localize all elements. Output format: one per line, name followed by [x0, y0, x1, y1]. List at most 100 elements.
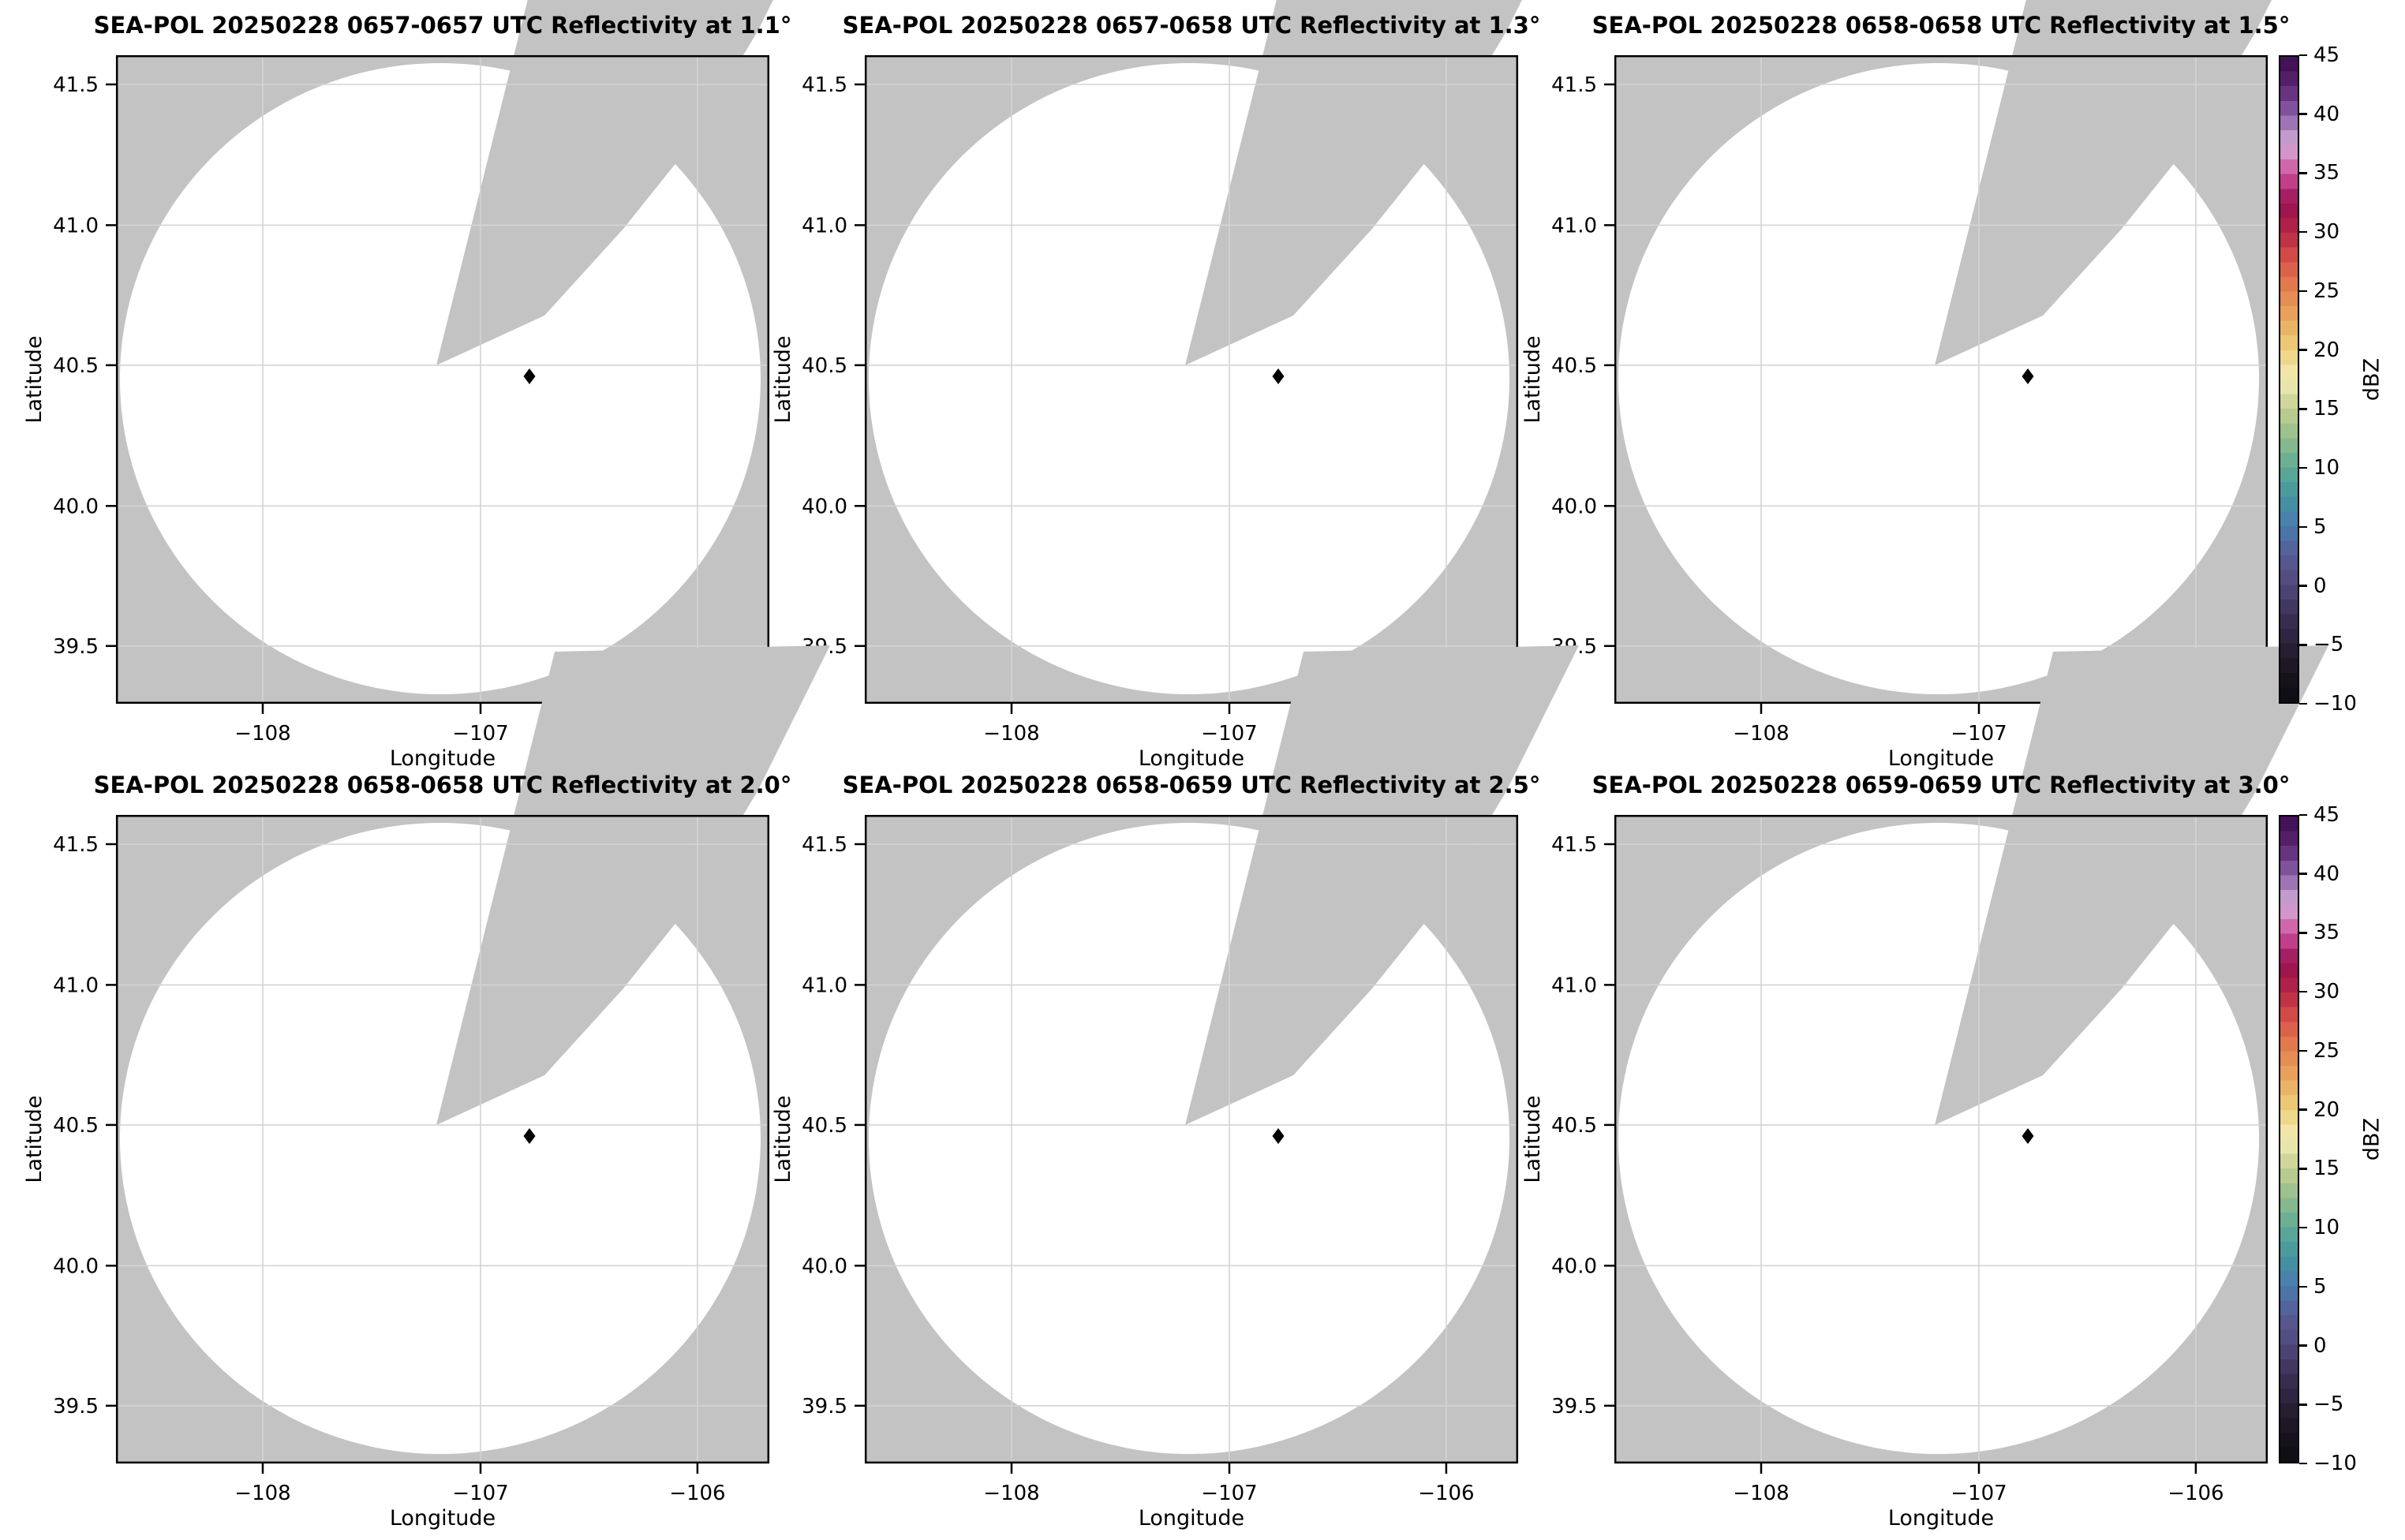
radar-panel-1: SEA-POL 20250228 0657-0657 UTC Reflectiv… — [22, 0, 791, 771]
colorbar-tick-label: 20 — [2313, 338, 2340, 362]
y-tick-label: 41.5 — [1551, 73, 1597, 97]
x-tick-label: −107 — [1951, 722, 2007, 746]
x-tick-label: −106 — [1418, 1482, 1474, 1505]
x-tick-label: −106 — [669, 1482, 725, 1505]
radar-location-marker — [523, 1128, 536, 1144]
colorbar-tick — [2299, 873, 2307, 875]
missing-sector-wedge — [436, 0, 773, 365]
colorbar-tick — [2299, 1226, 2307, 1229]
x-axis-label: Longitude — [1888, 746, 1994, 771]
radar-panel-6: SEA-POL 20250228 0659-0659 UTC Reflectiv… — [1520, 645, 2328, 1531]
y-tick-label: 40.0 — [53, 1254, 99, 1278]
colorbar-tick-label: 45 — [2313, 803, 2340, 827]
colorbar-unit-label: dBZ — [2359, 357, 2384, 402]
plot-frame — [1614, 814, 2268, 1464]
x-tick-label: −107 — [452, 1482, 508, 1505]
colorbar-unit-label: dBZ — [2359, 1117, 2384, 1161]
colorbar-tick-label: −10 — [2313, 692, 2357, 716]
colorbar-tick — [2299, 813, 2307, 817]
radar-location-marker — [523, 368, 536, 384]
missing-sector-wedge — [1935, 645, 2328, 1125]
radar-panel-3: SEA-POL 20250228 0658-0658 UTC Reflectiv… — [1520, 0, 2290, 771]
radar-ppi-plot: −108−107−10641.541.040.540.039.5Longitud… — [22, 645, 830, 1531]
y-tick-label: 40.0 — [53, 495, 99, 518]
x-axis-label: Longitude — [1139, 1506, 1244, 1531]
colorbar-gradient — [2279, 815, 2299, 1463]
y-tick-label: 40.5 — [802, 354, 847, 378]
colorbar-tick — [2299, 1049, 2307, 1052]
plot-frame — [115, 54, 770, 705]
x-axis-label: Longitude — [1139, 746, 1244, 771]
x-tick-label: −108 — [234, 1482, 290, 1505]
x-tick-label: −108 — [983, 722, 1039, 746]
y-tick-label: 40.5 — [1551, 354, 1597, 378]
x-axis-label: Longitude — [1888, 1506, 1994, 1531]
missing-sector-wedge — [1185, 645, 1579, 1125]
x-tick-label: −107 — [1201, 1482, 1257, 1505]
y-tick-label: 41.5 — [802, 73, 847, 97]
colorbar-tick-label: 15 — [2313, 1157, 2340, 1181]
colorbar-tick-label: 25 — [2313, 1038, 2340, 1063]
y-axis-label: Latitude — [1520, 1095, 1545, 1183]
x-tick-label: −107 — [452, 722, 508, 746]
y-axis-label: Latitude — [22, 1095, 47, 1183]
colorbar-tick-label: 30 — [2313, 980, 2340, 1004]
x-tick-label: −108 — [1733, 722, 1789, 746]
colorbar-tick — [2299, 230, 2307, 234]
colorbar-tick — [2299, 466, 2307, 469]
x-tick-label: −108 — [983, 1482, 1039, 1505]
colorbar-tick — [2299, 1404, 2307, 1406]
colorbar-tick — [2299, 349, 2307, 351]
x-tick-label: −108 — [1733, 1482, 1789, 1505]
plot-frame — [1614, 54, 2268, 705]
y-tick-label: 40.5 — [802, 1114, 847, 1138]
x-axis-label: Longitude — [390, 1506, 496, 1531]
x-tick-label: −107 — [1201, 722, 1257, 746]
colorbar-tick-label: 40 — [2313, 862, 2340, 886]
colorbar-tick-label: 45 — [2313, 43, 2340, 67]
colorbar-tick-label: 10 — [2313, 456, 2340, 480]
radar-panel-5: SEA-POL 20250228 0658-0659 UTC Reflectiv… — [771, 645, 1579, 1531]
y-tick-label: 40.0 — [1551, 1254, 1597, 1278]
panel-title: SEA-POL 20250228 0658-0658 UTC Reflectiv… — [93, 772, 792, 798]
radar-ppi-plot: −108−107−10641.541.040.540.039.5Longitud… — [1520, 0, 2272, 771]
x-tick-label: −106 — [2167, 1482, 2224, 1505]
radar-ppi-plot: −108−107−10641.541.040.540.039.5Longitud… — [771, 0, 1522, 771]
missing-sector-wedge — [1935, 0, 2272, 365]
y-tick-label: 39.5 — [53, 635, 99, 659]
y-tick-label: 41.5 — [53, 73, 99, 97]
colorbar-tick-label: 15 — [2313, 397, 2340, 421]
x-tick-label: −108 — [234, 722, 290, 746]
colorbar-tick-label: 35 — [2313, 921, 2340, 945]
y-tick-label: 40.0 — [802, 495, 847, 518]
panel-title: SEA-POL 20250228 0657-0658 UTC Reflectiv… — [842, 12, 1541, 39]
colorbar-tick — [2299, 932, 2307, 934]
y-axis-label: Latitude — [771, 1095, 795, 1183]
radar-panel-2: SEA-POL 20250228 0657-0658 UTC Reflectiv… — [771, 0, 1540, 771]
y-tick-label: 41.0 — [802, 974, 847, 997]
colorbar-tick — [2299, 113, 2307, 115]
plot-frame — [864, 814, 1519, 1464]
colorbar-row-1: dBZ 45 40 35 30 25 20 15 10 5 0 −5 −10 — [2279, 43, 2384, 716]
y-tick-label: 41.5 — [1551, 833, 1597, 857]
y-axis-label: Latitude — [1520, 335, 1545, 423]
y-tick-label: 41.0 — [802, 214, 847, 237]
colorbar-tick-label: −5 — [2313, 633, 2344, 657]
y-tick-label: 40.5 — [53, 354, 99, 378]
y-tick-label: 39.5 — [1551, 1395, 1597, 1419]
colorbar-tick-label: 0 — [2313, 574, 2327, 598]
panel-title: SEA-POL 20250228 0658-0659 UTC Reflectiv… — [842, 772, 1541, 798]
y-tick-label: 41.0 — [1551, 974, 1597, 997]
y-tick-label: 40.5 — [53, 1114, 99, 1138]
colorbar-row-2: dBZ 45 40 35 30 25 20 15 10 5 0 −5 −10 — [2279, 803, 2384, 1475]
y-axis-label: Latitude — [771, 335, 795, 423]
radar-ppi-plot: −108−107−10641.541.040.540.039.5Longitud… — [771, 645, 1579, 1531]
radar-location-marker — [2022, 368, 2034, 384]
plot-frame — [115, 814, 770, 1464]
radar-location-marker — [1272, 368, 1285, 384]
colorbar-tick-label: 40 — [2313, 102, 2340, 126]
colorbar-tick — [2299, 408, 2307, 410]
colorbar-tick — [2299, 172, 2307, 174]
colorbar-tick-label: 25 — [2313, 278, 2340, 303]
x-tick-label: −107 — [1951, 1482, 2007, 1505]
